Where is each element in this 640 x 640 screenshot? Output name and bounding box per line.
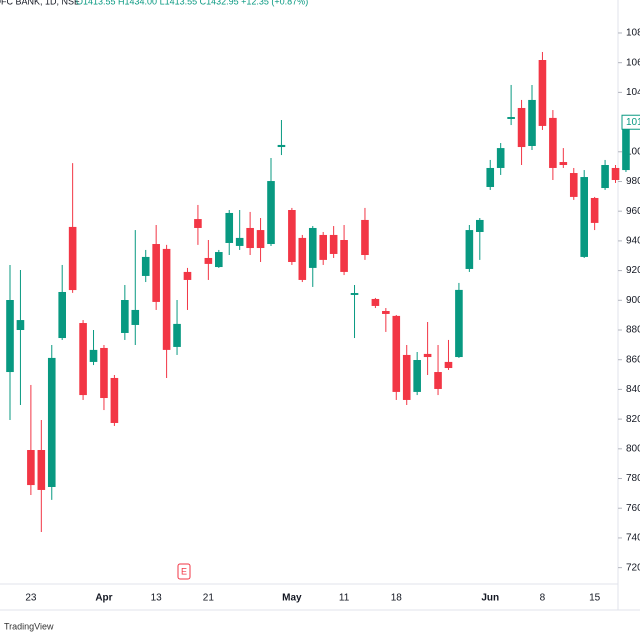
candle-body <box>528 99 536 146</box>
candle-body <box>79 323 87 396</box>
candle-body <box>204 257 213 264</box>
y-tick-label: 1060.0 <box>626 57 640 68</box>
candle-body <box>308 227 317 268</box>
candle-body <box>611 167 620 181</box>
candle-body <box>350 293 359 295</box>
candle-body <box>329 234 338 254</box>
y-tick-label: 740.0 <box>626 533 640 544</box>
candle-body <box>382 310 390 314</box>
last-price-label: 1019.90 <box>626 117 640 128</box>
x-tick-label: 23 <box>25 593 37 604</box>
candle-body <box>601 165 609 189</box>
candle-body <box>162 248 171 350</box>
candle-body <box>402 354 411 400</box>
y-tick-label: 760.0 <box>626 503 640 514</box>
candle-body <box>131 309 140 325</box>
candle-body <box>538 60 547 126</box>
candle-body <box>194 219 202 228</box>
y-tick-label: 960.0 <box>626 206 640 217</box>
candle-body <box>569 173 578 197</box>
x-tick-label: Jun <box>481 593 499 604</box>
candle-body <box>298 237 307 280</box>
candle-body <box>622 122 630 171</box>
candle-body <box>6 300 14 373</box>
y-tick-label: 840.0 <box>626 384 640 395</box>
x-tick-label: 13 <box>151 593 163 604</box>
candle-body <box>340 240 348 272</box>
y-tick-label: 800.0 <box>626 443 640 454</box>
candle-body <box>288 210 296 262</box>
earnings-badge[interactable] <box>177 563 191 580</box>
earnings-marker[interactable]: E <box>181 566 187 576</box>
ohlc-header: O1413.55 H1434.00 L1413.55 C1432.95 +12.… <box>76 0 308 6</box>
candle-body <box>476 219 484 232</box>
x-tick-label: 8 <box>540 593 546 604</box>
y-tick-label: 880.0 <box>626 325 640 336</box>
x-tick-label: 21 <box>203 593 215 604</box>
y-tick-label: 820.0 <box>626 414 640 425</box>
x-tick-label: 11 <box>339 593 350 604</box>
y-tick-label: 900.0 <box>626 295 640 306</box>
candle-body <box>319 234 327 260</box>
y-tick-label: 720.0 <box>626 562 640 573</box>
last-price-box <box>621 114 640 130</box>
candle-body <box>465 230 474 269</box>
candle-body <box>256 230 265 249</box>
candle-body <box>27 450 35 486</box>
candle-body <box>110 377 119 423</box>
candle-body <box>100 347 108 399</box>
candle-body <box>444 361 453 369</box>
candle-body <box>517 107 526 148</box>
candle-body <box>423 353 432 358</box>
candle-body <box>486 167 495 187</box>
candle-body <box>549 117 557 168</box>
candle-body <box>225 212 234 243</box>
candle-body <box>413 360 421 392</box>
candle-body <box>361 219 369 256</box>
x-tick-label: 15 <box>589 593 601 604</box>
candle-body <box>68 226 77 291</box>
candle-body <box>434 372 442 389</box>
candle-body <box>47 357 56 487</box>
candle-body <box>559 162 568 166</box>
symbol: HDFC BANK, 1D, NSE <box>0 0 80 6</box>
candle-body <box>496 148 505 168</box>
candle-body <box>507 117 515 119</box>
x-tick-label: Apr <box>95 593 112 604</box>
candle-body <box>37 450 46 490</box>
candle-body <box>246 227 254 249</box>
candle-body <box>590 197 599 223</box>
y-tick-label: 860.0 <box>626 354 640 365</box>
x-tick-label: 18 <box>391 593 403 604</box>
candle-body <box>16 320 25 331</box>
y-tick-label: 780.0 <box>626 473 640 484</box>
candle-body <box>267 181 275 245</box>
candle-body <box>58 291 66 339</box>
candle-body <box>392 315 401 392</box>
y-tick-label: 980.0 <box>626 176 640 187</box>
candle-body <box>183 271 192 280</box>
y-tick-label: 1080.0 <box>626 28 640 39</box>
candle-body <box>173 323 181 347</box>
y-tick-label: 920.0 <box>626 265 640 276</box>
watermark: TradingView <box>4 621 54 631</box>
y-tick-label: 1000.0 <box>626 146 640 157</box>
candle-body <box>455 289 463 358</box>
y-tick-label: 940.0 <box>626 236 640 247</box>
y-tick-label: 1040.0 <box>626 87 640 98</box>
candle-body <box>121 300 129 333</box>
x-tick-label: May <box>282 593 302 604</box>
candle-body <box>152 244 160 302</box>
candle-body <box>89 349 98 362</box>
candle-body <box>371 298 380 306</box>
candle-body <box>215 252 223 268</box>
candle-body <box>277 144 286 148</box>
candle-body <box>235 237 244 246</box>
candle-body <box>580 177 588 257</box>
candle-body <box>141 256 150 276</box>
